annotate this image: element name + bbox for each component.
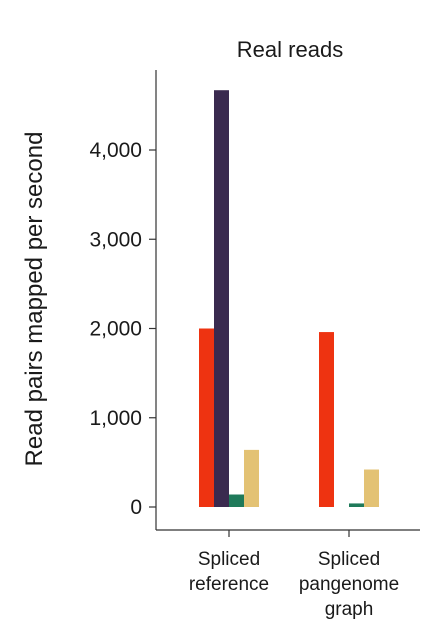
plot-area: 0 1,000 2,000 3,000 4,000 Spliced reference Spl… bbox=[89, 70, 420, 620]
bar bbox=[364, 469, 379, 507]
y-tick-label: 2,000 bbox=[89, 318, 142, 341]
x-category-label: pangenome bbox=[299, 574, 399, 595]
y-tick-label: 4,000 bbox=[89, 139, 142, 162]
bar bbox=[199, 328, 214, 507]
bar bbox=[349, 503, 364, 507]
bar bbox=[214, 90, 229, 507]
x-category-label: Spliced bbox=[198, 549, 260, 570]
y-tick-label: 0 bbox=[130, 496, 142, 519]
y-tick-label: 1,000 bbox=[89, 407, 142, 430]
y-axis-label: Read pairs mapped per second bbox=[21, 132, 48, 467]
y-tick-label: 3,000 bbox=[89, 228, 142, 251]
bar bbox=[319, 332, 334, 507]
x-category-label: Spliced bbox=[318, 549, 380, 570]
x-category-label: graph bbox=[325, 599, 374, 620]
bar bbox=[229, 494, 244, 507]
bar bbox=[244, 449, 259, 507]
chart-title: Real reads bbox=[237, 37, 343, 62]
x-category-label: reference bbox=[189, 574, 269, 595]
